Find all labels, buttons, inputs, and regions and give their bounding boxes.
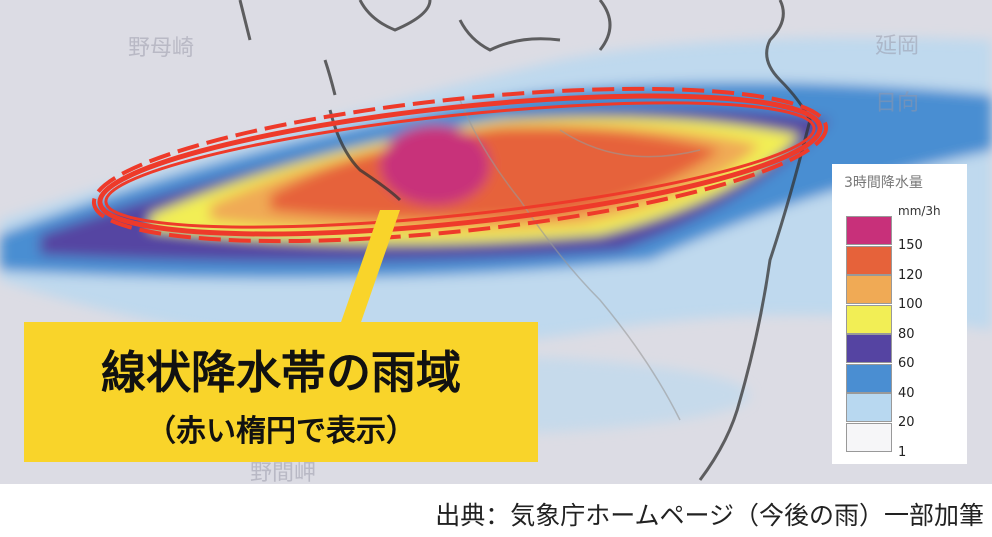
callout-pointer: [340, 210, 400, 325]
legend-title: 3時間降水量: [844, 175, 923, 191]
legend-swatch: [846, 393, 892, 422]
prefecture-borders: [459, 99, 701, 421]
legend-label: 20: [898, 415, 915, 430]
place-label: 延岡: [875, 34, 920, 59]
legend-label: 80: [898, 326, 915, 342]
place-label: 日向: [875, 91, 920, 116]
precipitation-layer: [0, 0, 992, 481]
source-caption: 出典：気象庁ホームページ（今後の雨）一部加筆: [435, 501, 984, 530]
precipitation-legend: 3時間降水量 mm/3h 150 120 100 80 60 40 20 1: [832, 164, 967, 464]
legend-swatch: [846, 245, 892, 275]
callout-box: 線状降水帯の雨域 （赤い楕円で表示）: [24, 322, 538, 462]
legend-swatch: [846, 334, 892, 363]
legend-unit: mm/3h: [898, 204, 941, 218]
legend-label: 150: [898, 238, 923, 253]
legend-label: 120: [898, 267, 923, 283]
callout-subtitle: （赤い楕円で表示）: [146, 414, 416, 449]
legend-label: 1: [898, 444, 907, 460]
legend-swatch: [846, 304, 892, 334]
legend-swatch: [846, 422, 892, 452]
callout-title: 線状降水帯の雨域: [100, 346, 461, 399]
rain-band-highlight-ellipse: [91, 86, 829, 244]
legend-swatch: [846, 275, 892, 304]
legend-swatch: [846, 216, 892, 245]
place-label: 野間岬: [250, 461, 317, 484]
legend-label: 100: [898, 297, 923, 312]
rain-radar-map: 野母崎 延岡 日向 野間岬 線状降水帯の雨域 （赤い楕円で表示） 3時間降水量 …: [0, 0, 992, 484]
place-label: 野母崎: [128, 36, 195, 61]
legend-label: 60: [898, 356, 915, 371]
legend-label: 40: [898, 385, 915, 401]
legend-swatch: [846, 363, 892, 393]
